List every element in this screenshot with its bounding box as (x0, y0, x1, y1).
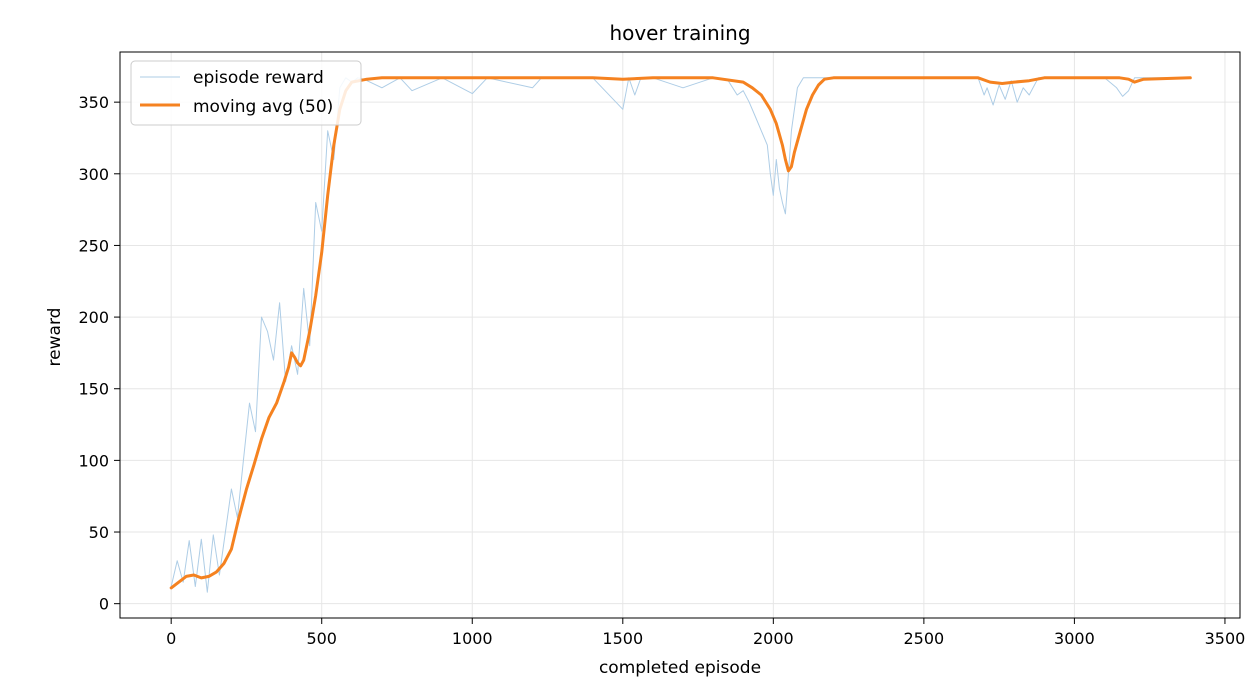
series-layer (169, 76, 1192, 593)
x-tick-label: 2000 (753, 629, 794, 648)
x-tick-label: 1000 (452, 629, 493, 648)
x-axis-label: completed episode (599, 658, 761, 678)
plot-frame (119, 51, 1241, 619)
y-tick-label: 100 (78, 451, 109, 470)
y-tick-label: 200 (78, 308, 109, 327)
y-tick-label: 50 (89, 523, 109, 542)
legend-label-episode-reward: episode reward (193, 68, 324, 88)
y-tick-label: 250 (78, 236, 109, 255)
y-tick-label: 0 (99, 595, 109, 614)
y-tick-label: 150 (78, 380, 109, 399)
y-axis-ticks: 0 50 100 150 200 250 300 350 (78, 93, 120, 614)
x-axis-ticks: 0 500 1000 1500 2000 2500 3000 3500 (166, 618, 1245, 648)
x-tick-label: 3000 (1054, 629, 1095, 648)
x-tick-label: 500 (306, 629, 337, 648)
x-tick-label: 2500 (904, 629, 945, 648)
chart-title: hover training (609, 21, 750, 45)
y-axis-label: reward (45, 308, 65, 367)
moving-average-line (169, 76, 1192, 590)
legend: episode reward moving avg (50) (130, 60, 362, 126)
legend-label-moving-avg: moving avg (50) (193, 97, 333, 117)
x-tick-label: 0 (166, 629, 176, 648)
y-tick-label: 350 (78, 93, 109, 112)
x-tick-label: 3500 (1205, 629, 1246, 648)
x-tick-label: 1500 (602, 629, 643, 648)
y-tick-label: 300 (78, 165, 109, 184)
grid-lines (120, 52, 1240, 618)
legend-box (130, 60, 362, 126)
